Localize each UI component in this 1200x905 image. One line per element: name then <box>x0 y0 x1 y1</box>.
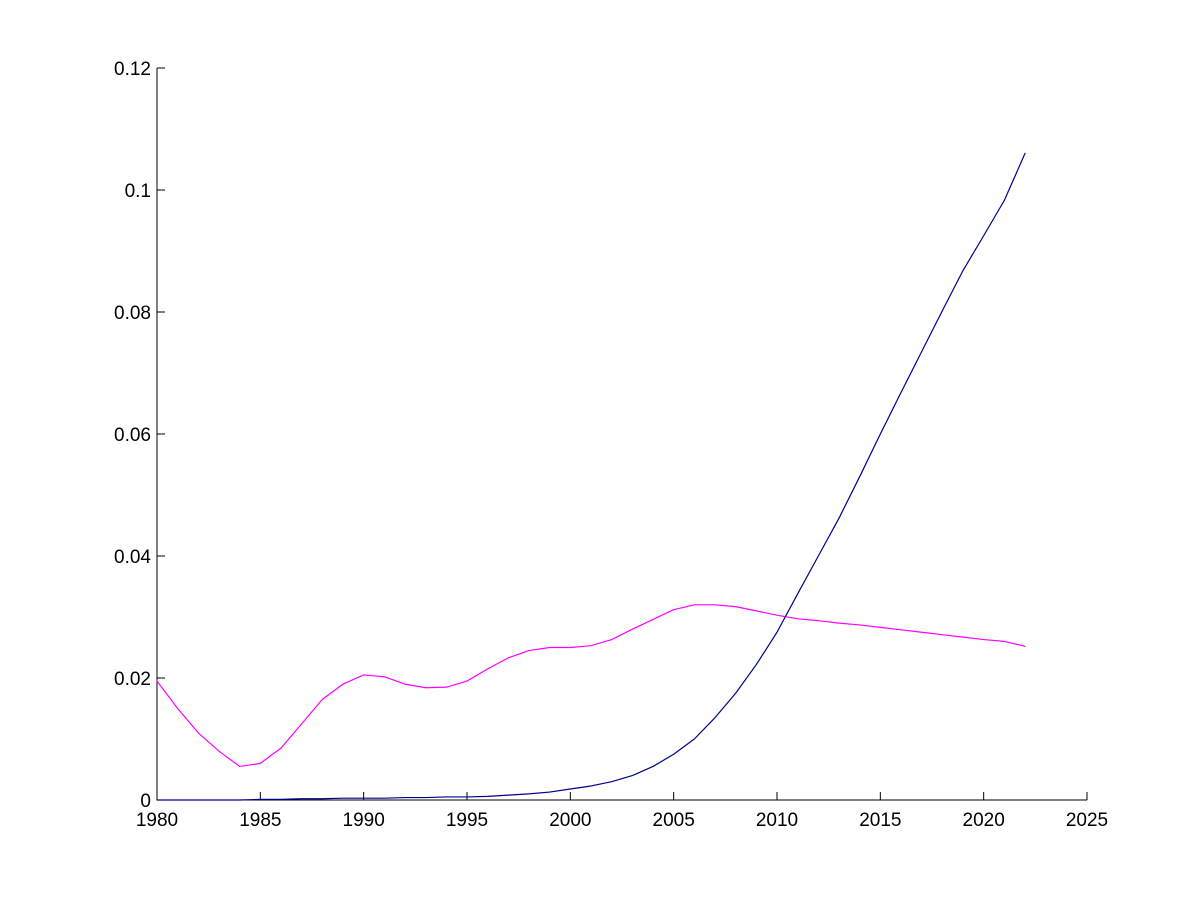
x-tick-label: 1995 <box>446 810 488 831</box>
y-tick-label: 0.12 <box>114 59 151 80</box>
y-tick-label: 0.04 <box>114 547 151 568</box>
series-line-1 <box>156 604 1026 768</box>
x-tick-label: 2005 <box>653 810 695 831</box>
x-tick-label: 2000 <box>549 810 591 831</box>
x-tick-label: 1980 <box>136 810 178 831</box>
x-tick-label: 2010 <box>756 810 798 831</box>
tick-labels: 1980 1985 1990 1995 2000 2005 2010 2015 2020 2025… <box>114 59 1108 831</box>
y-tick-label: 0.08 <box>114 303 151 324</box>
y-tick-label: 0.06 <box>114 425 151 446</box>
y-tick-label: 0.02 <box>114 669 151 690</box>
x-tick-label: 2015 <box>859 810 901 831</box>
x-tick-label: 2020 <box>963 810 1005 831</box>
series-group <box>156 152 1026 801</box>
x-tick-label: 1985 <box>239 810 281 831</box>
x-tick-label: 1990 <box>343 810 385 831</box>
y-tick-label: 0 <box>140 791 151 812</box>
axes <box>156 67 1088 801</box>
y-tick-label: 0.1 <box>125 181 151 202</box>
x-tick-label: 2025 <box>1066 810 1108 831</box>
series-line-2 <box>156 152 1026 801</box>
